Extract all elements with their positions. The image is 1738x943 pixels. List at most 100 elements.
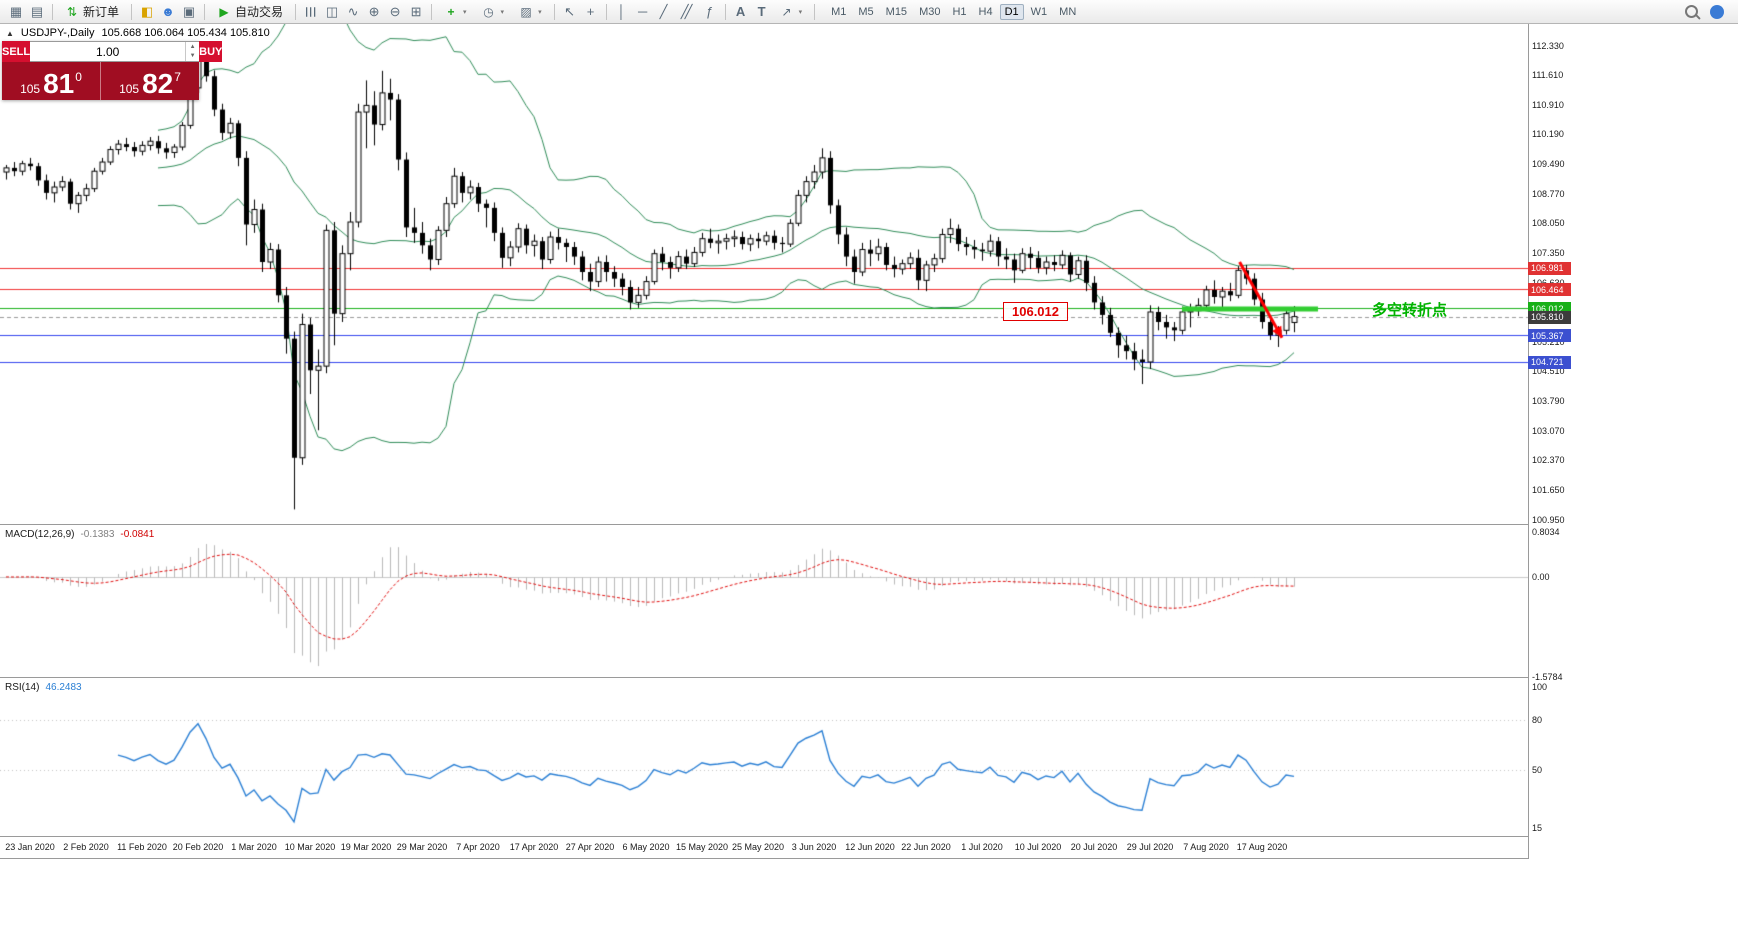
date-axis-label: 22 Jun 2020: [901, 842, 951, 852]
search-icon[interactable]: [1685, 5, 1698, 18]
axis-tick-label: 108.770: [1532, 188, 1565, 199]
date-axis-label: 17 Apr 2020: [509, 842, 559, 852]
crosshair-icon[interactable]: +: [586, 4, 595, 19]
buy-price-int: 105: [119, 82, 140, 96]
chart-area: ▲ USDJPY-,Daily 105.668 106.064 105.434 …: [0, 24, 1738, 943]
date-axis-label: 10 Mar 2020: [284, 842, 336, 852]
templates-button[interactable]: ▨ ▾: [512, 2, 549, 22]
profiles-icon[interactable]: ▤: [30, 4, 44, 19]
indicators-button[interactable]: + ▾: [437, 2, 474, 22]
zoom-in-icon[interactable]: ⊕: [368, 4, 380, 19]
market-watch-icon[interactable]: ◧: [140, 4, 154, 19]
axis-tick-label: 108.050: [1532, 218, 1565, 229]
toolbar-separator: [553, 3, 555, 20]
timeframe-h4[interactable]: H4: [978, 5, 993, 18]
buy-price-display[interactable]: 105 82 7: [101, 62, 199, 100]
timeframe-m5[interactable]: M5: [858, 5, 874, 18]
timeframe-m1[interactable]: M1: [831, 5, 847, 18]
timeframe-h1[interactable]: H1: [952, 5, 967, 18]
date-axis-label: 19 Mar 2020: [340, 842, 392, 852]
bar-chart-mode-icon[interactable]: ☰: [303, 5, 319, 18]
date-axis-label: 10 Jul 2020: [1014, 842, 1062, 852]
axis-tick-label: 112.330: [1532, 40, 1564, 51]
arrows-tool-button[interactable]: ↗ ▾: [773, 2, 810, 22]
date-axis-label: 23 Jan 2020: [5, 842, 55, 852]
panel-separator[interactable]: [0, 524, 1738, 525]
main-price-chart[interactable]: [0, 24, 1528, 524]
candlestick-mode-icon[interactable]: ◫: [325, 4, 339, 19]
rsi-value: 46.2483: [45, 682, 82, 693]
toolbar-separator: [605, 3, 607, 20]
rsi-name: RSI(14): [5, 682, 40, 693]
volume-field: ▲ ▼: [30, 41, 200, 62]
sell-button[interactable]: SELL: [2, 41, 31, 62]
timeframe-d1[interactable]: D1: [999, 3, 1024, 20]
price-badge: 106.981: [1528, 261, 1571, 275]
fibonacci-tool-icon[interactable]: ƒ: [705, 4, 714, 19]
zoom-out-icon[interactable]: ⊖: [389, 4, 401, 19]
price-level-annotation[interactable]: 106.012: [1003, 302, 1068, 321]
toolbar-separator: [52, 3, 53, 20]
timeframe-mn[interactable]: MN: [1059, 5, 1077, 18]
volume-increase-button[interactable]: ▲: [189, 43, 196, 50]
text-tool-icon[interactable]: A: [735, 4, 746, 19]
macd-indicator-chart[interactable]: [0, 526, 1528, 677]
navigator-icon[interactable]: ☻: [161, 4, 175, 19]
data-window-icon[interactable]: ▣: [182, 4, 196, 19]
sell-price-display[interactable]: 105 81 0: [2, 62, 100, 100]
volume-input[interactable]: [30, 44, 186, 59]
date-axis-label: 1 Jul 2020: [961, 842, 1003, 852]
price-divider: [100, 62, 101, 100]
one-click-panel-toggle-icon[interactable]: ▲: [6, 28, 14, 38]
price-badge: 106.464: [1528, 283, 1571, 297]
trendline-tool-icon[interactable]: ╱: [659, 4, 668, 19]
autotrading-button[interactable]: ▶ 自动交易: [210, 2, 290, 22]
timeframe-w1[interactable]: W1: [1030, 5, 1048, 18]
macd-signal-value: -0.0841: [120, 529, 155, 540]
community-icon[interactable]: [1710, 4, 1724, 19]
text-label-tool-icon[interactable]: T: [757, 4, 766, 19]
time-axis: 23 Jan 2020 2 Feb 2020 11 Feb 2020 20 Feb 2…: [0, 837, 1528, 858]
chevron-down-icon: ▾: [500, 8, 505, 16]
new-chart-icon[interactable]: ▦: [9, 4, 23, 19]
axis-tick-label: 80: [1532, 715, 1543, 726]
cursor-icon[interactable]: ↖: [564, 4, 576, 19]
axis-tick-label: 0.00: [1532, 571, 1550, 582]
periods-button[interactable]: ◷ ▾: [475, 2, 512, 22]
toolbar-separator: [814, 3, 816, 20]
new-order-button[interactable]: ⇅ 新订单: [58, 2, 126, 22]
panel-separator[interactable]: [0, 677, 1738, 678]
toolbar-separator: [724, 3, 726, 20]
vertical-line-tool-icon[interactable]: │: [617, 4, 626, 19]
date-axis-label: 12 Jun 2020: [845, 842, 895, 852]
axis-tick-label: 100: [1532, 682, 1548, 693]
axis-tick-label: 110.910: [1532, 99, 1564, 110]
date-axis-label: 29 Jul 2020: [1126, 842, 1174, 852]
rsi-label: RSI(14) 46.2483: [5, 682, 82, 693]
price-badge: 105.367: [1528, 329, 1571, 343]
line-chart-mode-icon[interactable]: ∿: [347, 4, 359, 19]
chart-ohlc-values: 105.668 106.064 105.434 105.810: [101, 27, 270, 39]
date-axis-label: 7 Aug 2020: [1183, 842, 1229, 852]
date-axis-label: 25 May 2020: [731, 842, 785, 852]
axis-tick-label: 50: [1532, 764, 1543, 775]
axis-tick-label: 103.790: [1532, 396, 1565, 406]
buy-price-pips: 82: [142, 68, 174, 99]
date-axis-label: 17 Aug 2020: [1236, 842, 1288, 852]
sell-price-int: 105: [20, 82, 41, 96]
chart-title: ▲ USDJPY-,Daily 105.668 106.064 105.434 …: [6, 27, 270, 39]
buy-button[interactable]: BUY: [199, 41, 223, 62]
turning-point-annotation[interactable]: 多空转折点: [1372, 302, 1448, 319]
axis-tick-label: 107.350: [1532, 247, 1565, 258]
rsi-indicator-chart[interactable]: [0, 679, 1528, 836]
channel-tool-icon[interactable]: ╱╱: [680, 4, 693, 19]
one-click-trading-panel: SELL ▲ ▼ BUY 105 81 0 105: [2, 41, 223, 100]
volume-decrease-button[interactable]: ▼: [189, 52, 196, 59]
timeframe-m15[interactable]: M15: [885, 5, 908, 18]
timeframe-m30[interactable]: M30: [919, 5, 941, 18]
date-axis-label: 7 Apr 2020: [456, 842, 500, 852]
date-axis-label: 11 Feb 2020: [117, 842, 167, 852]
tile-windows-icon[interactable]: ⊞: [410, 4, 422, 19]
date-axis-label: 2 Feb 2020: [63, 842, 109, 852]
horizontal-line-tool-icon[interactable]: ─: [637, 4, 648, 19]
